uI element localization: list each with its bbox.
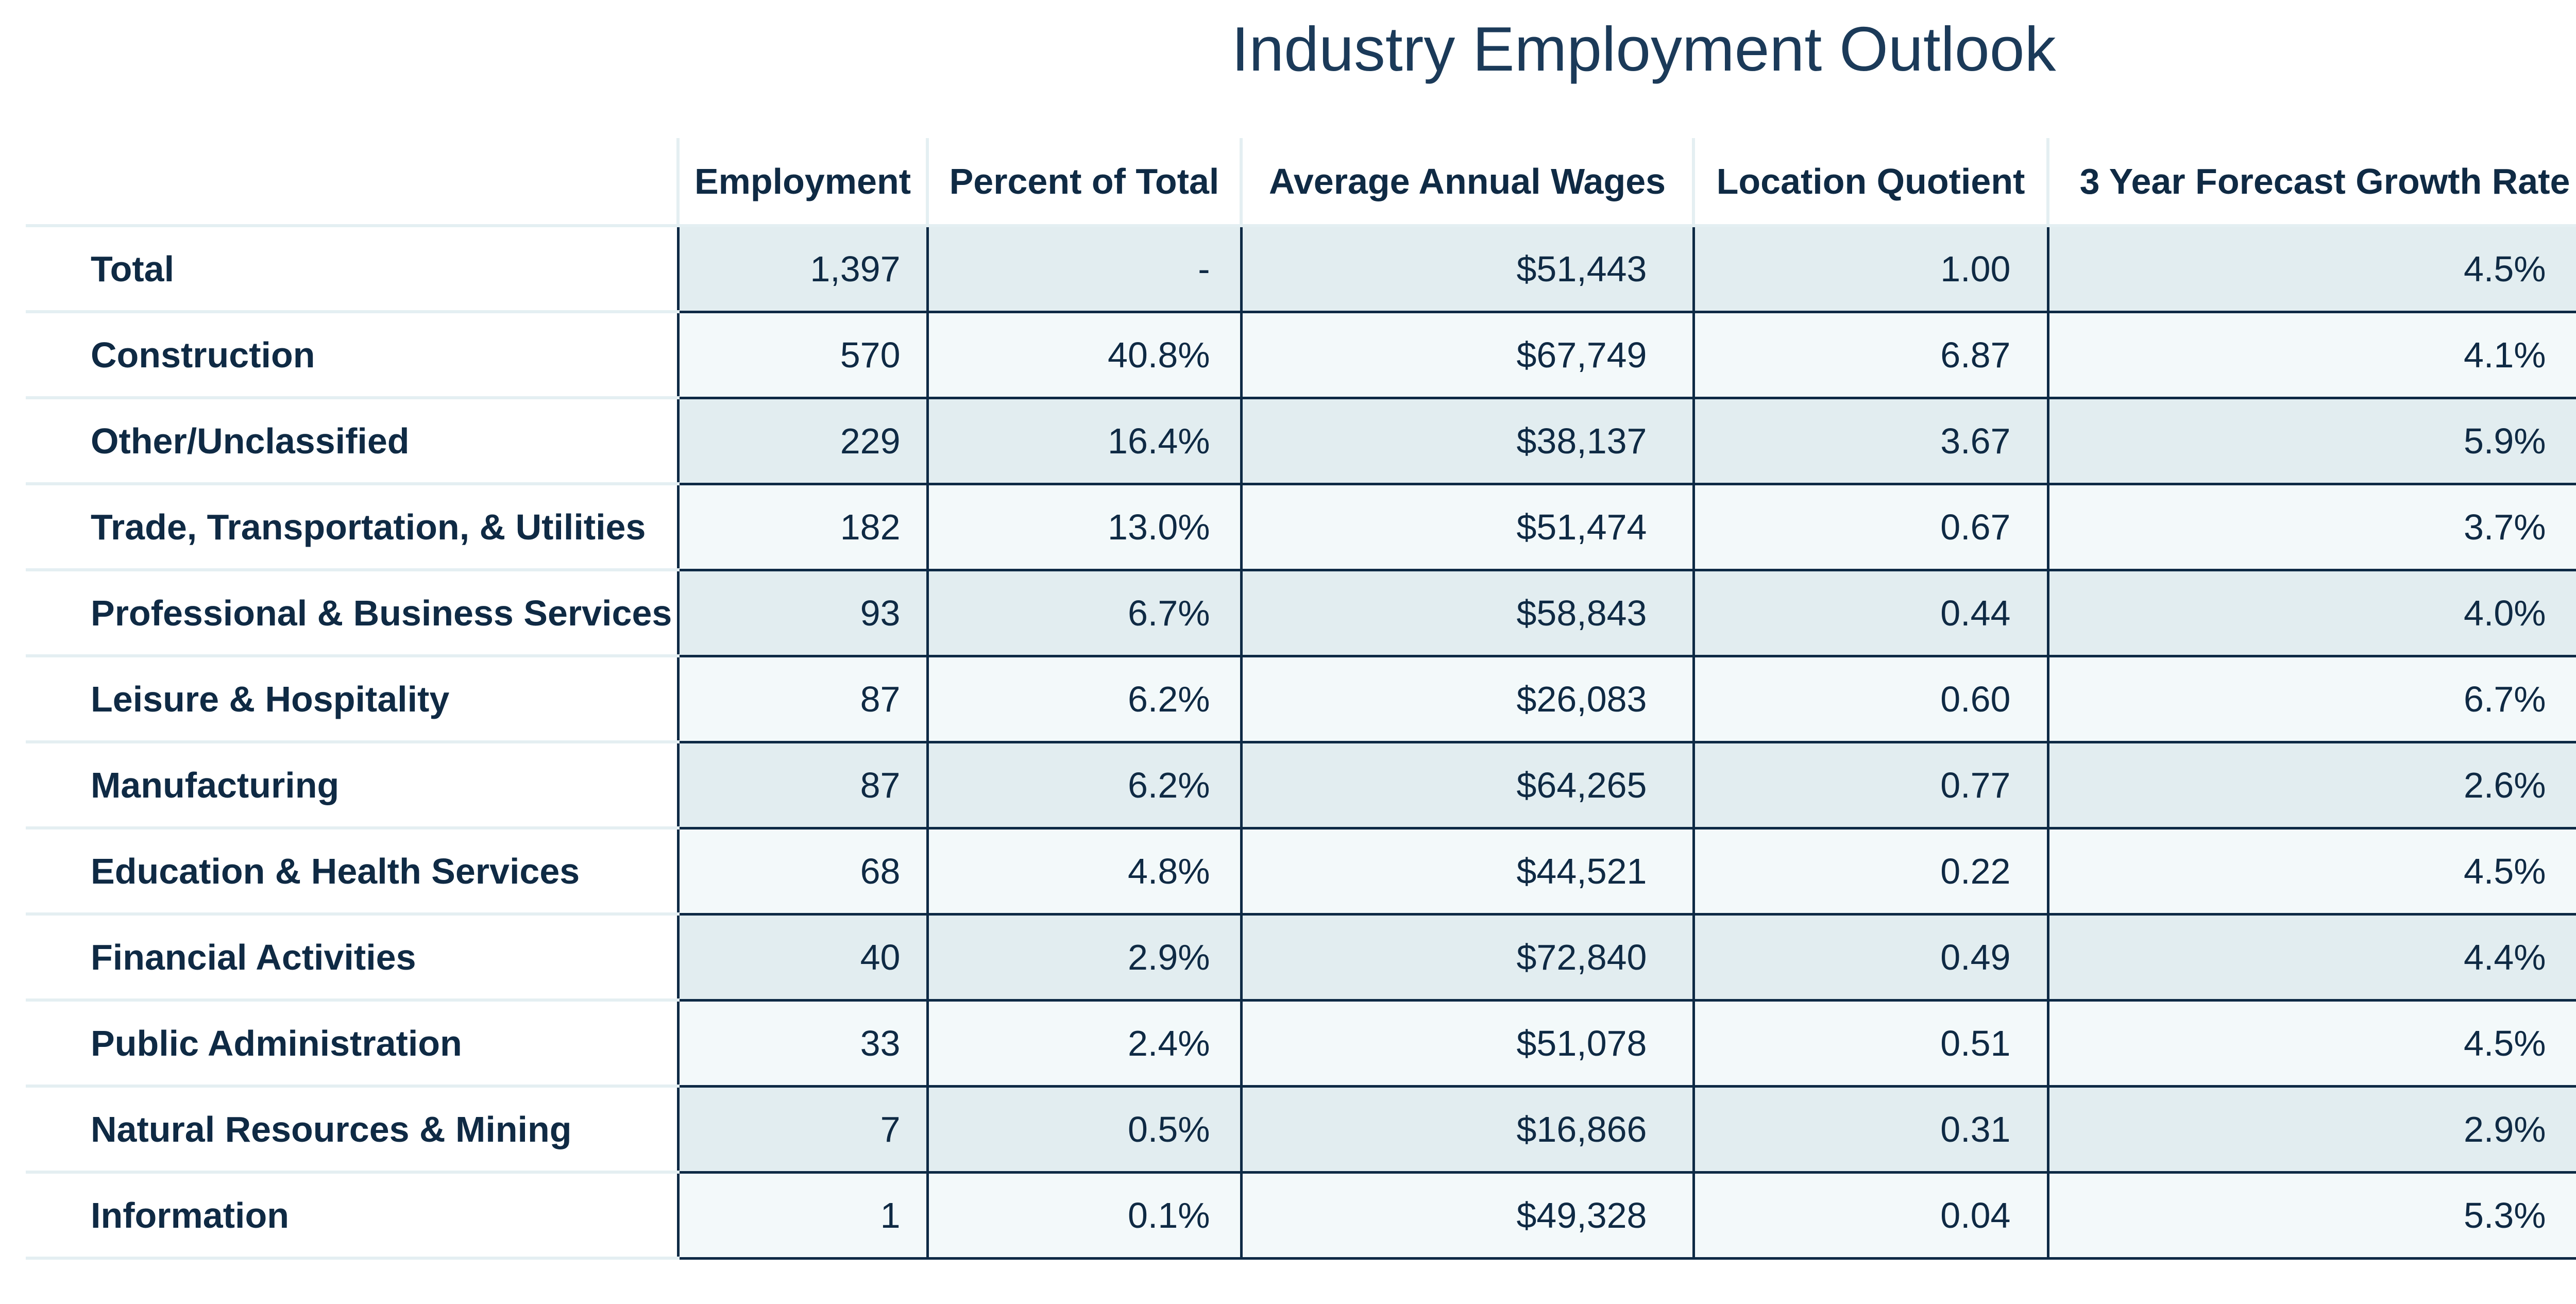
cell-employment: 570 [676, 310, 929, 399]
cell-forecast-growth-rate: 4.4% [2046, 912, 2576, 1002]
cell-location-quotient: 0.44 [1692, 568, 2049, 657]
row-label: Natural Resources & Mining [26, 1086, 678, 1174]
cell-average-annual-wages: $16,866 [1240, 1085, 1695, 1174]
cell-location-quotient: 0.04 [1692, 1171, 2049, 1260]
table-row: Natural Resources & Mining 7 0.5% $16,866 0.… [26, 1085, 2576, 1174]
cell-percent-of-total: 6.2% [926, 654, 1243, 743]
column-header-average-annual-wages: Average Annual Wages [1240, 138, 1695, 227]
row-label: Total [26, 226, 678, 313]
cell-forecast-growth-rate: 5.9% [2046, 396, 2576, 485]
row-label: Education & Health Services [26, 828, 678, 916]
table-row: Professional & Business Services 93 6.7% $5… [26, 568, 2576, 657]
row-label: Trade, Transportation, & Utilities [26, 484, 678, 571]
table-row: Public Administration 33 2.4% $51,078 0.51 4.… [26, 998, 2576, 1088]
cell-location-quotient: 0.60 [1692, 654, 2049, 743]
cell-average-annual-wages: $44,521 [1240, 826, 1695, 916]
cell-average-annual-wages: $72,840 [1240, 912, 1695, 1002]
cell-forecast-growth-rate: 4.5% [2046, 998, 2576, 1088]
cell-employment: 229 [676, 396, 929, 485]
cell-average-annual-wages: $49,328 [1240, 1171, 1695, 1260]
table-title: Industry Employment Outlook [1231, 14, 2056, 84]
cell-average-annual-wages: $26,083 [1240, 654, 1695, 743]
cell-location-quotient: 0.22 [1692, 826, 2049, 916]
cell-employment: 40 [676, 912, 929, 1002]
cell-location-quotient: 0.31 [1692, 1085, 2049, 1174]
cell-forecast-growth-rate: 4.1% [2046, 310, 2576, 399]
column-header-employment: Employment [676, 138, 929, 227]
cell-percent-of-total: 6.7% [926, 568, 1243, 657]
cell-location-quotient: 0.49 [1692, 912, 2049, 1002]
cell-percent-of-total: - [926, 224, 1243, 313]
cell-average-annual-wages: $67,749 [1240, 310, 1695, 399]
cell-percent-of-total: 2.4% [926, 998, 1243, 1088]
row-label: Financial Activities [26, 914, 678, 1002]
cell-percent-of-total: 13.0% [926, 482, 1243, 571]
cell-location-quotient: 3.67 [1692, 396, 2049, 485]
cell-location-quotient: 1.00 [1692, 224, 2049, 313]
cell-employment: 1 [676, 1171, 929, 1260]
cell-employment: 87 [676, 654, 929, 743]
cell-percent-of-total: 2.9% [926, 912, 1243, 1002]
cell-percent-of-total: 0.1% [926, 1171, 1243, 1260]
row-label: Manufacturing [26, 742, 678, 829]
column-header-percent-of-total: Percent of Total [926, 138, 1243, 227]
table-row: Manufacturing 87 6.2% $64,265 0.77 2.6% [26, 740, 2576, 829]
cell-forecast-growth-rate: 2.9% [2046, 1085, 2576, 1174]
cell-employment: 68 [676, 826, 929, 916]
cell-average-annual-wages: $58,843 [1240, 568, 1695, 657]
cell-forecast-growth-rate: 5.3% [2046, 1171, 2576, 1260]
cell-percent-of-total: 6.2% [926, 740, 1243, 829]
row-label: Professional & Business Services [26, 570, 678, 657]
cell-employment: 7 [676, 1085, 929, 1174]
cell-forecast-growth-rate: 4.5% [2046, 826, 2576, 916]
column-header-forecast-growth-rate: 3 Year Forecast Growth Rate [2046, 138, 2576, 227]
cell-percent-of-total: 4.8% [926, 826, 1243, 916]
table-row: Trade, Transportation, & Utilities 182 13.… [26, 482, 2576, 571]
header-corner [26, 138, 678, 227]
cell-average-annual-wages: $38,137 [1240, 396, 1695, 485]
cell-forecast-growth-rate: 4.0% [2046, 568, 2576, 657]
cell-percent-of-total: 40.8% [926, 310, 1243, 399]
row-label: Public Administration [26, 1000, 678, 1088]
cell-location-quotient: 6.87 [1692, 310, 2049, 399]
column-header-location-quotient: Location Quotient [1692, 138, 2049, 227]
cell-employment: 87 [676, 740, 929, 829]
cell-forecast-growth-rate: 4.5% [2046, 224, 2576, 313]
table-row: Leisure & Hospitality 87 6.2% $26,083 0.60 6.… [26, 654, 2576, 743]
cell-location-quotient: 0.67 [1692, 482, 2049, 571]
cell-percent-of-total: 16.4% [926, 396, 1243, 485]
cell-forecast-growth-rate: 2.6% [2046, 740, 2576, 829]
cell-employment: 1,397 [676, 224, 929, 313]
cell-average-annual-wages: $51,474 [1240, 482, 1695, 571]
table-row: Total 1,397- $51,443 1.00 4.5% [26, 224, 2576, 313]
cell-percent-of-total: 0.5% [926, 1085, 1243, 1174]
cell-employment: 33 [676, 998, 929, 1088]
cell-average-annual-wages: $51,443 [1240, 224, 1695, 313]
row-label: Other/Unclassified [26, 398, 678, 485]
cell-forecast-growth-rate: 3.7% [2046, 482, 2576, 571]
cell-average-annual-wages: $51,078 [1240, 998, 1695, 1088]
cell-employment: 93 [676, 568, 929, 657]
cell-employment: 182 [676, 482, 929, 571]
cell-location-quotient: 0.77 [1692, 740, 2049, 829]
row-label: Leisure & Hospitality [26, 656, 678, 743]
row-label: Construction [26, 312, 678, 399]
table-row: Other/Unclassified 229 16.4% $38,137 3.67 5.9… [26, 396, 2576, 485]
cell-forecast-growth-rate: 6.7% [2046, 654, 2576, 743]
table-row: Education & Health Services 68 4.8% $44,521… [26, 826, 2576, 916]
table-row: Information 1 0.1% $49,328 0.04 5.3% [26, 1171, 2576, 1260]
industry-outlook-table: Employment Percent of Total Average Annu… [26, 138, 2576, 1260]
row-label: Information [26, 1172, 678, 1260]
header-row: Employment Percent of Total Average Annu… [26, 138, 2576, 227]
table-row: Financial Activities 40 2.9% $72,840 0.49 4.4… [26, 912, 2576, 1002]
cell-average-annual-wages: $64,265 [1240, 740, 1695, 829]
cell-location-quotient: 0.51 [1692, 998, 2049, 1088]
table-row: Construction 570 40.8% $67,749 6.87 4.1% [26, 310, 2576, 399]
